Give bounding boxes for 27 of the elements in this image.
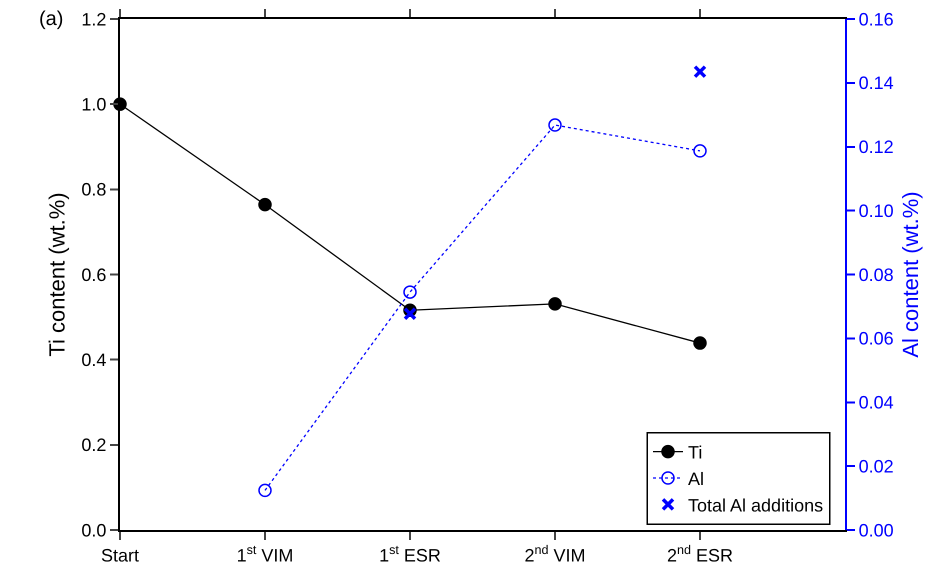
text: (a): [39, 8, 64, 30]
y2-axis-title: Al content (wt.%): [898, 191, 924, 358]
y2-tick-label: 0.16: [858, 9, 894, 30]
x-tick-label: 1$^{st}$ VIM: [236, 543, 294, 566]
y-tick-label: 1.2: [81, 9, 106, 30]
legend-label: Ti: [688, 442, 702, 463]
y-tick-label: 0.2: [81, 435, 106, 456]
x-tick-label: 2$^{nd}$ VIM: [524, 543, 586, 566]
x-tick-label: Start: [100, 546, 140, 566]
legend-label: Total Al additions: [688, 495, 824, 516]
y2-tick-label: 0.00: [858, 520, 894, 540]
y2-tick-label: 0.06: [858, 328, 894, 349]
y-tick-label: 0.0: [81, 520, 106, 540]
y-tick-label: 0.4: [81, 350, 106, 370]
y-axis-title: Ti content (wt.%): [44, 192, 70, 357]
x-tick-label: 2$^{nd}$ ESR: [666, 543, 734, 566]
y2-tick-label: 0.10: [858, 200, 894, 221]
legend-label: Al: [688, 469, 704, 490]
y2-tick-label: 0.08: [858, 264, 894, 285]
y-tick-label: 0.6: [81, 264, 106, 285]
y-tick-label: 1.0: [81, 94, 106, 114]
y2-tick-label: 0.12: [858, 137, 894, 158]
y2-tick-label: 0.02: [858, 456, 894, 476]
y2-tick-label: 0.04: [858, 392, 894, 413]
x-tick-label: 1$^{st}$ ESR: [379, 543, 441, 566]
y-tick-label: 0.8: [81, 180, 106, 200]
y2-tick-label: 0.14: [858, 73, 894, 94]
